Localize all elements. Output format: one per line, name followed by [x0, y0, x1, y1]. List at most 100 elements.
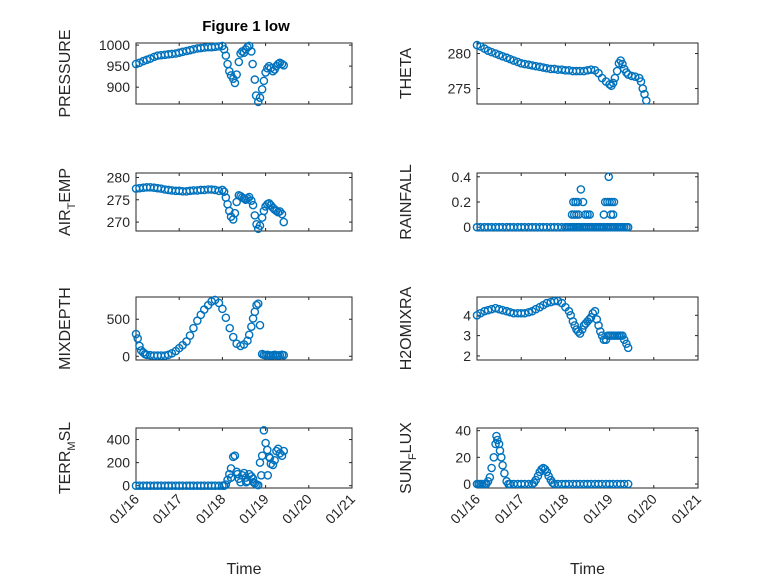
- data-point: [259, 76, 269, 86]
- data-point: [268, 460, 278, 470]
- x-tick-label: 01/17: [491, 491, 527, 527]
- axes-panel: 0 500 MIXDEPTH: [57, 287, 353, 370]
- data-point: [627, 71, 637, 81]
- data-point: [487, 463, 496, 473]
- data-point: [135, 58, 144, 68]
- x-tick-label: 01/21: [322, 491, 358, 527]
- data-point: [253, 97, 263, 107]
- x-tick-label: 01/20: [279, 491, 315, 527]
- axes-box: [476, 172, 699, 232]
- data-point: [542, 298, 552, 308]
- data-point: [279, 350, 289, 360]
- data-point: [586, 313, 596, 322]
- data-point: [520, 308, 530, 318]
- y-tick-label: 400: [107, 432, 131, 448]
- data-point: [214, 186, 224, 196]
- data-point: [252, 300, 261, 310]
- data-point: [232, 70, 241, 79]
- data-point: [485, 473, 495, 482]
- y-tick-label: 0.2: [452, 194, 472, 210]
- data-point: [257, 84, 267, 94]
- data-point: [493, 435, 502, 445]
- data-point: [576, 185, 586, 194]
- data-point: [498, 52, 507, 61]
- data-point: [548, 478, 557, 487]
- data-point: [236, 49, 245, 58]
- y-tick-label: 270: [107, 214, 131, 230]
- y-tick-label: 0: [463, 219, 471, 235]
- axes-box: [476, 296, 699, 361]
- data-point: [638, 84, 648, 93]
- data-point: [586, 65, 596, 74]
- data-point: [608, 78, 618, 88]
- data-point: [573, 197, 583, 207]
- x-tick-label: 01/18: [192, 491, 228, 527]
- x-tick-label: 01/16: [106, 491, 142, 527]
- data-point: [273, 59, 283, 69]
- data-point: [239, 194, 249, 203]
- y-axis-label: THETA: [398, 48, 415, 100]
- data-point: [577, 325, 587, 334]
- data-point: [247, 472, 256, 481]
- data-point: [228, 452, 238, 462]
- x-tick-label: 01/21: [668, 491, 704, 527]
- data-point: [588, 308, 598, 318]
- data-point: [255, 221, 265, 230]
- x-tick-label: 01/19: [236, 491, 272, 527]
- data-series: [472, 172, 633, 232]
- data-point: [542, 467, 552, 477]
- data-point: [492, 431, 501, 441]
- data-point: [500, 469, 509, 478]
- axes-panel: 275 280 THETA: [398, 40, 699, 105]
- data-point: [570, 321, 579, 330]
- data-point: [533, 471, 543, 481]
- figure-title: Figure 1 low: [202, 18, 290, 35]
- axes-panel: 0 200 400 TERRMSL 01/16 01/17 01/18 01/19 01/20 0…: [57, 422, 358, 578]
- data-point: [498, 305, 507, 315]
- data-point: [248, 200, 258, 210]
- data-point: [524, 307, 534, 317]
- data-point: [225, 66, 234, 76]
- data-point: [622, 339, 631, 349]
- data-point: [623, 343, 633, 353]
- data-series: [472, 296, 633, 353]
- data-point: [483, 305, 493, 315]
- data-point: [218, 304, 227, 314]
- data-point: [641, 96, 651, 105]
- data-point: [247, 47, 256, 56]
- data-point: [509, 56, 518, 65]
- x-tick-label: 01/16: [447, 491, 483, 527]
- data-point: [604, 172, 614, 182]
- x-axis-label: Time: [227, 561, 262, 578]
- data-point: [256, 471, 266, 480]
- data-point: [590, 306, 600, 316]
- data-point: [225, 323, 235, 333]
- data-point: [483, 477, 493, 486]
- data-point: [255, 320, 265, 330]
- axes-panel: 0 0.2 0.4 RAINFALL: [398, 164, 699, 240]
- data-point: [564, 306, 574, 316]
- data-point: [255, 93, 265, 102]
- data-series: [131, 182, 289, 234]
- y-tick-label: 0: [122, 478, 130, 494]
- y-tick-label: 40: [455, 423, 471, 439]
- y-tick-label: 0: [122, 348, 130, 364]
- data-point: [230, 451, 240, 460]
- axes-panel: 270 275 280 AIRTEMP: [57, 168, 353, 236]
- data-point: [618, 331, 627, 340]
- y-tick-label: 280: [448, 46, 472, 62]
- data-series: [131, 426, 289, 490]
- data-point: [218, 185, 227, 195]
- axes-panel: 0 20 40 SUNFLUX 01/16 01/17 01/18 01/19 01/20 01/…: [398, 422, 704, 578]
- data-point: [487, 47, 496, 57]
- y-tick-label: 275: [107, 192, 131, 208]
- data-point: [249, 477, 258, 487]
- data-point: [185, 331, 195, 340]
- data-point: [623, 479, 633, 489]
- y-tick-label: 3: [463, 328, 471, 344]
- data-point: [630, 72, 640, 81]
- x-tick-label: 01/18: [535, 491, 571, 527]
- data-point: [568, 317, 578, 326]
- y-axis-label: AIRTEMP: [57, 168, 78, 236]
- y-axis-label: PRESSURE: [57, 29, 74, 117]
